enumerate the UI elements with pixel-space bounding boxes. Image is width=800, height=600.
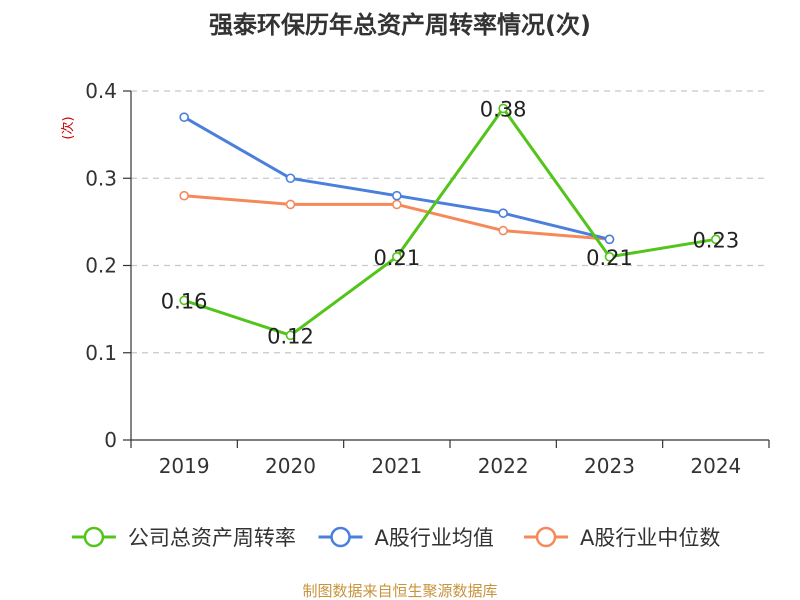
x-tick-label: 2024 <box>690 454 741 478</box>
data-point <box>498 103 508 114</box>
y-tick-label: 0 <box>104 428 117 452</box>
series-lines <box>179 103 721 341</box>
data-labels: 0.16 0.12 0.21 0.38 0.21 0.23 <box>161 97 739 348</box>
y-axis-unit-label: (次) <box>60 116 76 139</box>
y-tick-label: 0.1 <box>85 341 117 365</box>
source-note: 制图数据来自恒生聚源数据库 <box>302 582 497 600</box>
data-label: 0.23 <box>692 228 739 252</box>
data-point <box>604 234 615 245</box>
axes: 0 0.1 0.2 0.3 0.4 2019 2020 2021 2022 2023 2024 <box>85 79 770 478</box>
legend: 公司总资产周转率 A股行业均值 A股行业中位数 <box>71 526 720 550</box>
legend-swatch-marker <box>535 526 557 548</box>
data-label: 0.38 <box>480 97 527 121</box>
data-point <box>392 190 402 201</box>
series-line <box>183 106 717 337</box>
x-tick-label: 2020 <box>265 454 316 478</box>
data-point <box>285 330 296 341</box>
data-label: 0.21 <box>373 246 420 270</box>
data-point <box>392 199 402 210</box>
x-tick-label: 2019 <box>159 454 210 478</box>
grid-lines <box>131 90 769 354</box>
data-label: 0.12 <box>267 324 314 348</box>
data-point <box>179 112 189 122</box>
y-tick-label: 0.4 <box>85 79 117 103</box>
data-point <box>711 234 721 245</box>
data-point <box>179 295 189 306</box>
data-label: 0.21 <box>586 246 633 270</box>
y-tick-label: 0.2 <box>85 254 117 278</box>
legend-swatch-marker <box>83 526 105 548</box>
legend-entry-label: A股行业均值 <box>375 526 494 550</box>
data-point <box>498 225 508 236</box>
data-point <box>498 208 508 218</box>
data-point <box>285 173 296 184</box>
data-label: 0.16 <box>161 289 208 313</box>
data-point <box>179 190 189 201</box>
data-point <box>392 251 402 262</box>
legend-swatch-marker <box>330 526 351 548</box>
data-point <box>285 199 296 210</box>
x-tick-label: 2021 <box>371 454 422 478</box>
x-tick-label: 2023 <box>584 454 635 478</box>
y-tick-label: 0.3 <box>85 166 117 190</box>
legend-entry-label: 公司总资产周转率 <box>128 526 296 550</box>
x-tick-label: 2022 <box>478 454 529 478</box>
legend-entry-label: A股行业中位数 <box>580 526 720 550</box>
data-point <box>604 251 615 262</box>
chart-title: 强泰环保历年总资产周转率情况(次) <box>209 11 591 39</box>
